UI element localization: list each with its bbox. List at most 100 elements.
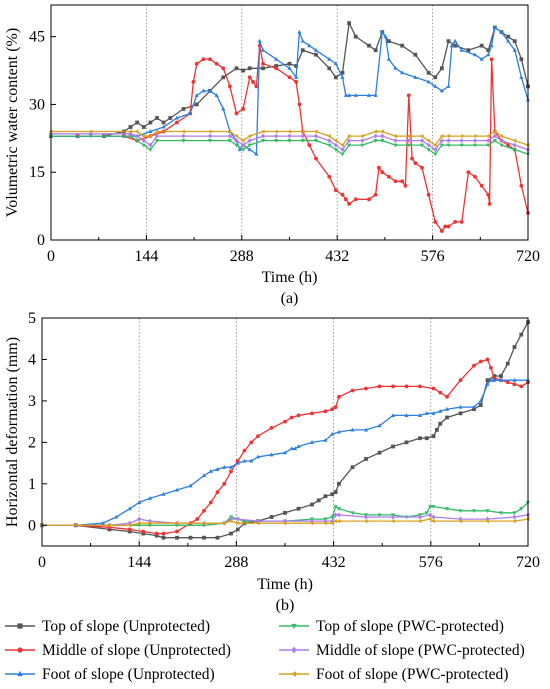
x-tick-label: 576 bbox=[421, 248, 445, 265]
data-point bbox=[287, 133, 292, 139]
data-point bbox=[466, 48, 471, 53]
data-point bbox=[154, 533, 159, 538]
data-point bbox=[426, 70, 431, 75]
data-point bbox=[234, 111, 239, 116]
data-point bbox=[240, 138, 245, 143]
data-point bbox=[353, 93, 358, 97]
data-point bbox=[472, 52, 478, 57]
data-point bbox=[433, 147, 438, 153]
data-point bbox=[260, 139, 266, 143]
data-point bbox=[519, 384, 524, 389]
x-axis-label: Time (h) bbox=[262, 269, 318, 286]
data-point bbox=[459, 47, 464, 52]
data-point bbox=[229, 531, 233, 536]
data-point bbox=[261, 66, 265, 71]
data-point bbox=[247, 133, 252, 139]
data-point bbox=[221, 521, 226, 526]
data-point bbox=[505, 380, 510, 385]
data-point bbox=[260, 47, 266, 52]
data-point bbox=[127, 529, 132, 534]
data-point bbox=[188, 483, 193, 488]
legend-label: Foot of slope (PWC-protected) bbox=[316, 666, 508, 683]
data-point bbox=[377, 423, 382, 428]
data-point bbox=[336, 519, 341, 524]
data-point bbox=[147, 518, 153, 524]
data-point bbox=[260, 133, 266, 139]
data-point bbox=[148, 133, 152, 139]
data-point bbox=[486, 192, 491, 197]
data-point bbox=[241, 107, 246, 111]
data-point bbox=[413, 52, 418, 57]
data-point bbox=[404, 384, 409, 389]
data-point bbox=[241, 142, 246, 148]
legend-swatch-marker bbox=[17, 623, 23, 629]
data-point bbox=[161, 491, 166, 496]
data-point bbox=[512, 519, 517, 524]
data-point bbox=[181, 139, 186, 143]
panel-label: (a) bbox=[281, 290, 299, 307]
data-point bbox=[466, 170, 471, 175]
data-point bbox=[234, 138, 239, 144]
data-point bbox=[208, 469, 213, 473]
data-point bbox=[391, 444, 395, 449]
data-point bbox=[282, 450, 288, 455]
data-point bbox=[486, 138, 491, 144]
series-line bbox=[42, 321, 529, 539]
data-point bbox=[406, 138, 411, 144]
y-tick-label: 1 bbox=[28, 476, 36, 493]
data-point bbox=[323, 438, 328, 442]
data-point bbox=[488, 365, 493, 370]
x-tick-label: 432 bbox=[322, 554, 346, 571]
data-point bbox=[287, 129, 292, 134]
data-point bbox=[343, 93, 348, 97]
data-point bbox=[313, 129, 318, 134]
data-point bbox=[274, 133, 279, 139]
data-point bbox=[363, 427, 369, 432]
data-point bbox=[202, 508, 206, 513]
data-point bbox=[327, 143, 332, 148]
data-point bbox=[472, 133, 477, 139]
data-point bbox=[234, 143, 239, 148]
data-point bbox=[214, 61, 219, 66]
data-point bbox=[486, 52, 491, 57]
data-point bbox=[287, 65, 292, 70]
data-point bbox=[431, 519, 436, 524]
data-point bbox=[346, 133, 351, 139]
data-point bbox=[428, 505, 433, 509]
data-point bbox=[241, 68, 246, 73]
series-middle-protected bbox=[39, 512, 531, 528]
data-point bbox=[327, 66, 332, 71]
data-point bbox=[333, 505, 338, 509]
legend-swatch-marker bbox=[290, 671, 297, 677]
data-point bbox=[247, 147, 252, 152]
data-point bbox=[333, 142, 338, 148]
y-axis-label: Horizontal deformation (mm) bbox=[4, 337, 21, 527]
data-point bbox=[336, 512, 342, 518]
data-point bbox=[367, 197, 371, 202]
data-point bbox=[191, 79, 196, 84]
x-tick-label: 0 bbox=[38, 554, 46, 571]
x-tick-label: 0 bbox=[47, 248, 55, 265]
y-tick-label: 45 bbox=[29, 29, 45, 46]
series-top-unprotected bbox=[40, 320, 530, 540]
data-point bbox=[444, 507, 450, 511]
data-point bbox=[309, 518, 315, 524]
data-point bbox=[247, 66, 252, 71]
legend-label: Top of slope (Unprotected) bbox=[42, 618, 210, 635]
data-point bbox=[492, 133, 497, 139]
data-point bbox=[486, 48, 491, 53]
x-tick-label: 432 bbox=[325, 248, 349, 265]
data-point bbox=[255, 518, 261, 524]
data-point bbox=[360, 133, 364, 139]
series-line bbox=[42, 502, 529, 526]
data-point bbox=[400, 70, 405, 75]
data-point bbox=[148, 148, 153, 152]
data-point bbox=[434, 428, 439, 432]
data-point bbox=[391, 384, 395, 389]
data-point bbox=[393, 138, 398, 144]
data-point bbox=[445, 394, 449, 399]
series-top-protected bbox=[48, 134, 531, 157]
data-point bbox=[215, 467, 220, 471]
data-point bbox=[313, 47, 319, 52]
data-point bbox=[127, 506, 132, 511]
